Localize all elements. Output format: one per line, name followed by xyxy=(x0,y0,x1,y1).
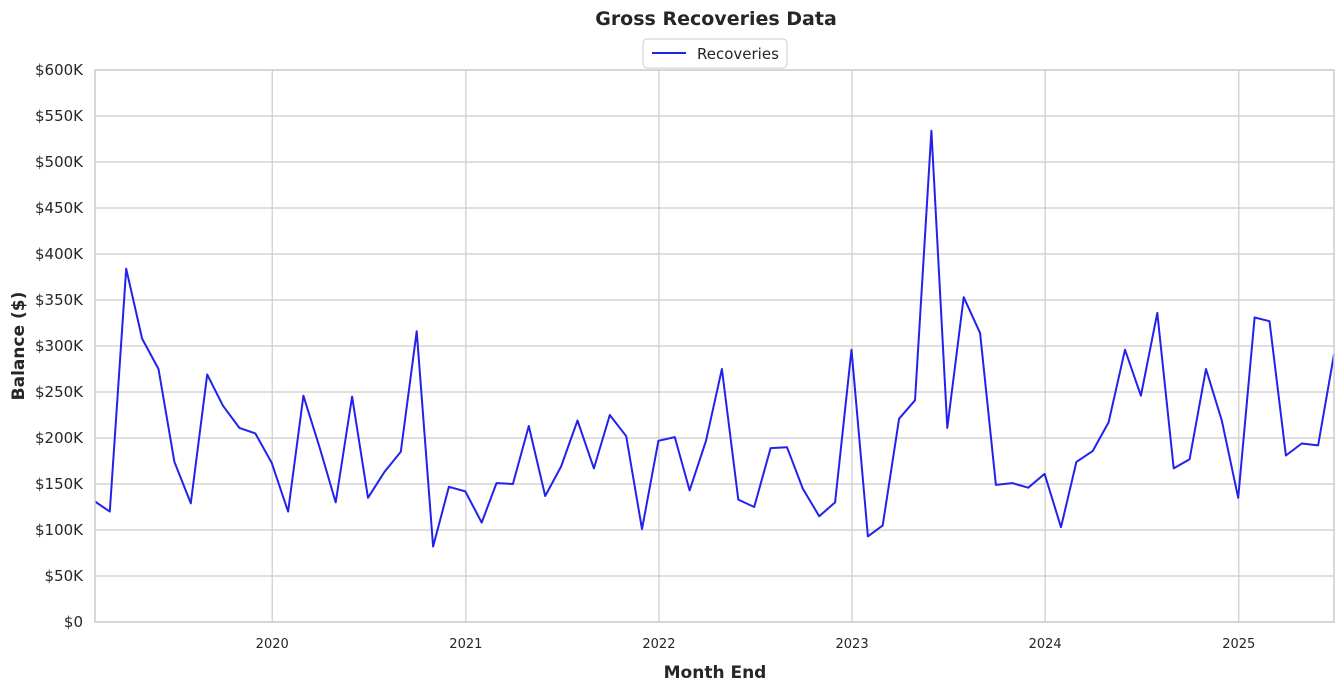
y-tick-label: $400K xyxy=(35,245,84,263)
x-tick-label: 2024 xyxy=(1029,637,1062,652)
series-layer xyxy=(94,129,1335,548)
y-tick-label: $450K xyxy=(35,199,84,217)
y-tick-label: $250K xyxy=(35,383,84,401)
chart-title: Gross Recoveries Data xyxy=(595,8,837,30)
y-tick-label: $200K xyxy=(35,429,84,447)
x-tick-label: 2025 xyxy=(1222,637,1255,652)
y-axis-ticks: $0 $50K $100K $150K $200K $250K $300K $350K $400… xyxy=(35,61,84,631)
grid xyxy=(95,69,1334,623)
x-tick-label: 2021 xyxy=(449,637,482,652)
y-tick-label: $550K xyxy=(35,107,84,125)
x-tick-label: 2023 xyxy=(836,637,869,652)
y-tick-label: $100K xyxy=(35,521,84,539)
y-tick-label: $50K xyxy=(45,567,85,585)
y-tick-label: $0 xyxy=(64,613,83,631)
x-tick-label: 2020 xyxy=(256,637,289,652)
y-tick-label: $350K xyxy=(35,291,84,309)
legend-label: Recoveries xyxy=(697,45,779,63)
y-tick-label: $300K xyxy=(35,337,84,355)
legend-box xyxy=(642,38,788,69)
x-tick-label: 2022 xyxy=(642,637,675,652)
x-axis-ticks: 2020 2021 2022 2023 2024 2025 xyxy=(256,637,1256,652)
legend: Recoveries xyxy=(642,38,788,69)
y-axis-label: Balance ($) xyxy=(9,292,29,401)
y-tick-label: $500K xyxy=(35,153,84,171)
y-tick-label: $600K xyxy=(35,61,84,79)
y-tick-label: $150K xyxy=(35,475,84,493)
plot-frame xyxy=(94,69,1335,623)
series-line-recoveries xyxy=(94,129,1335,548)
x-axis-label: Month End xyxy=(664,663,767,683)
